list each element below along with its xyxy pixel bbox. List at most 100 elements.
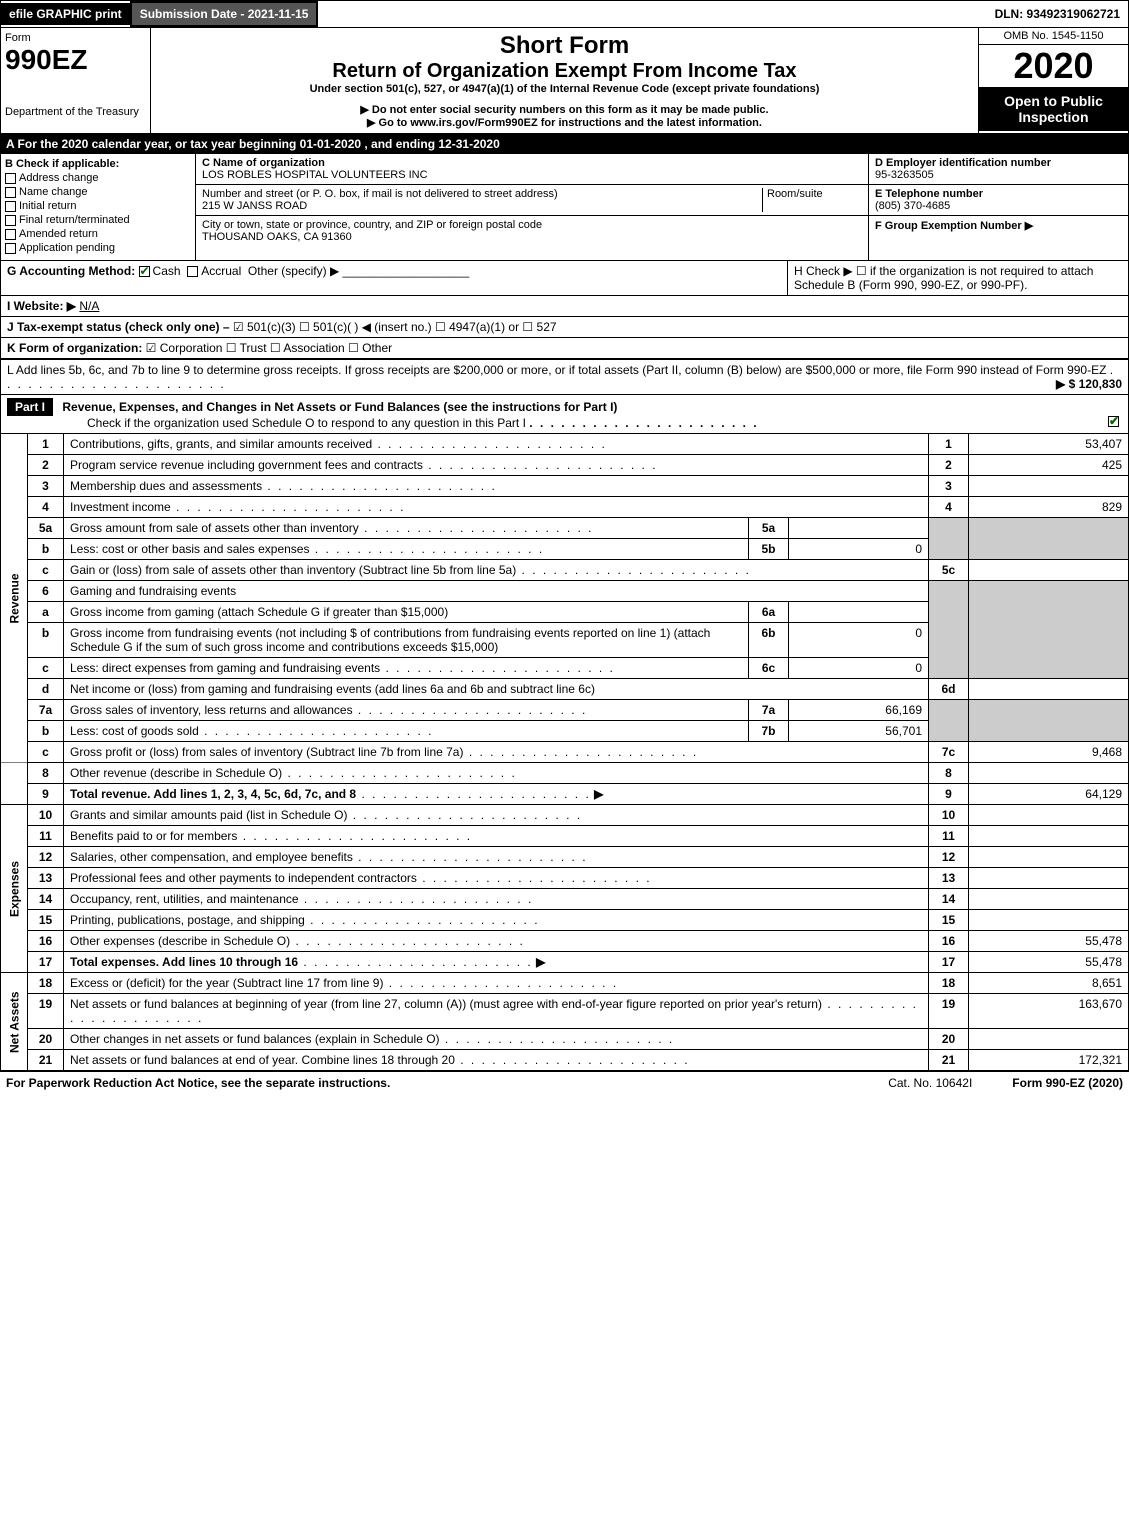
amount-17: 55,478 <box>969 952 1129 973</box>
tax-year: 2020 <box>979 45 1128 87</box>
form-label: Form <box>5 32 146 44</box>
org-name: LOS ROBLES HOSPITAL VOLUNTEERS INC <box>202 169 428 181</box>
check-application-pending[interactable]: Application pending <box>5 242 191 254</box>
amount-21: 172,321 <box>969 1050 1129 1071</box>
website-value: N/A <box>79 299 99 313</box>
org-info-block: B Check if applicable: Address change Na… <box>0 154 1129 261</box>
line-num-18: 18 <box>28 973 64 994</box>
subval-5b: 0 <box>789 539 929 560</box>
efile-label[interactable]: efile GRAPHIC print <box>1 3 130 25</box>
c-name-label: C Name of organization <box>202 157 325 169</box>
line-num-4: 4 <box>28 497 64 518</box>
line-num-7a: 7a <box>28 700 64 721</box>
line-num-8: 8 <box>28 763 64 784</box>
g-label: G Accounting Method: <box>7 264 135 278</box>
submission-date: Submission Date - 2021-11-15 <box>130 1 319 27</box>
warning-ssn: ▶ Do not enter social security numbers o… <box>155 103 974 116</box>
paperwork-notice: For Paperwork Reduction Act Notice, see … <box>6 1076 390 1090</box>
line-num-6a: a <box>28 602 64 623</box>
ein-label: D Employer identification number <box>875 157 1051 169</box>
line-num-10: 10 <box>28 805 64 826</box>
line-num-13: 13 <box>28 868 64 889</box>
amount-6d <box>969 679 1129 700</box>
amount-15 <box>969 910 1129 931</box>
line-num-14: 14 <box>28 889 64 910</box>
amount-2: 425 <box>969 455 1129 476</box>
amount-1: 53,407 <box>969 434 1129 455</box>
line-num-5b: b <box>28 539 64 560</box>
page-footer: For Paperwork Reduction Act Notice, see … <box>0 1071 1129 1094</box>
amount-18: 8,651 <box>969 973 1129 994</box>
amount-4: 829 <box>969 497 1129 518</box>
revenue-side-label: Revenue <box>1 434 28 763</box>
line-k-form-org: K Form of organization: ☑ Corporation ☐ … <box>0 338 1129 360</box>
catalog-number: Cat. No. 10642I <box>888 1076 972 1090</box>
part-1-schedule-o-check[interactable] <box>1108 416 1119 427</box>
line-num-12: 12 <box>28 847 64 868</box>
part-1-label: Part I <box>7 398 53 416</box>
expenses-side-label: Expenses <box>1 805 28 973</box>
line-num-17: 17 <box>28 952 64 973</box>
section-c-org: C Name of organization LOS ROBLES HOSPIT… <box>196 154 868 260</box>
subval-6c: 0 <box>789 658 929 679</box>
b-title: B Check if applicable: <box>5 158 191 170</box>
amount-10 <box>969 805 1129 826</box>
line-num-5c: c <box>28 560 64 581</box>
amount-14 <box>969 889 1129 910</box>
subtitle: Under section 501(c), 527, or 4947(a)(1)… <box>155 83 974 95</box>
subval-7b: 56,701 <box>789 721 929 742</box>
line-num-6c: c <box>28 658 64 679</box>
line-num-11: 11 <box>28 826 64 847</box>
section-d-e-f: D Employer identification number 95-3263… <box>868 154 1128 260</box>
check-amended-return[interactable]: Amended return <box>5 228 191 240</box>
instructions-link[interactable]: ▶ Go to www.irs.gov/Form990EZ for instru… <box>155 116 974 129</box>
part-1-title: Revenue, Expenses, and Changes in Net As… <box>62 400 617 414</box>
net-assets-side-label: Net Assets <box>1 973 28 1071</box>
addr-label: Number and street (or P. O. box, if mail… <box>202 188 558 200</box>
amount-8 <box>969 763 1129 784</box>
dln: DLN: 93492319062721 <box>987 3 1128 25</box>
line-l-gross-receipts: L Add lines 5b, 6c, and 7b to line 9 to … <box>0 360 1129 395</box>
amount-3 <box>969 476 1129 497</box>
org-address: 215 W JANSS ROAD <box>202 200 307 212</box>
h-schedule-b: H Check ▶ ☐ if the organization is not r… <box>788 261 1128 295</box>
group-exemption-label: F Group Exemption Number ▶ <box>875 220 1033 232</box>
section-b-checks: B Check if applicable: Address change Na… <box>1 154 196 260</box>
open-public: Open to Public Inspection <box>979 87 1128 131</box>
omb-number: OMB No. 1545-1150 <box>979 28 1128 45</box>
line-num-16: 16 <box>28 931 64 952</box>
amount-9: 64,129 <box>969 784 1129 805</box>
line-num-5a: 5a <box>28 518 64 539</box>
line-num-15: 15 <box>28 910 64 931</box>
line-num-6d: d <box>28 679 64 700</box>
return-title: Return of Organization Exempt From Incom… <box>155 60 974 83</box>
check-final-return[interactable]: Final return/terminated <box>5 214 191 226</box>
dept-treasury: Department of the Treasury <box>5 106 146 118</box>
line-num-7b: b <box>28 721 64 742</box>
phone-value: (805) 370-4685 <box>875 200 950 212</box>
line-num-19: 19 <box>28 994 64 1029</box>
subval-5a <box>789 518 929 539</box>
gross-receipts-amount: ▶ $ 120,830 <box>1056 377 1122 391</box>
line-j-tax-exempt: J Tax-exempt status (check only one) – ☑… <box>0 317 1129 338</box>
check-cash[interactable] <box>139 266 150 277</box>
amount-7c: 9,468 <box>969 742 1129 763</box>
amount-5c <box>969 560 1129 581</box>
city-label: City or town, state or province, country… <box>202 219 542 231</box>
line-i-website: I Website: ▶ N/A <box>0 296 1129 317</box>
check-initial-return[interactable]: Initial return <box>5 200 191 212</box>
line-num-7c: c <box>28 742 64 763</box>
subval-7a: 66,169 <box>789 700 929 721</box>
form-number: 990EZ <box>5 44 146 76</box>
amount-19: 163,670 <box>969 994 1129 1029</box>
check-name-change[interactable]: Name change <box>5 186 191 198</box>
short-form-title: Short Form <box>155 32 974 60</box>
check-address-change[interactable]: Address change <box>5 172 191 184</box>
line-a-tax-year: A For the 2020 calendar year, or tax yea… <box>0 134 1129 154</box>
part-1-header: Part I Revenue, Expenses, and Changes in… <box>0 395 1129 434</box>
line-num-3: 3 <box>28 476 64 497</box>
amount-16: 55,478 <box>969 931 1129 952</box>
org-city: THOUSAND OAKS, CA 91360 <box>202 231 352 243</box>
check-accrual[interactable] <box>187 266 198 277</box>
form-reference: Form 990-EZ (2020) <box>1012 1076 1123 1090</box>
